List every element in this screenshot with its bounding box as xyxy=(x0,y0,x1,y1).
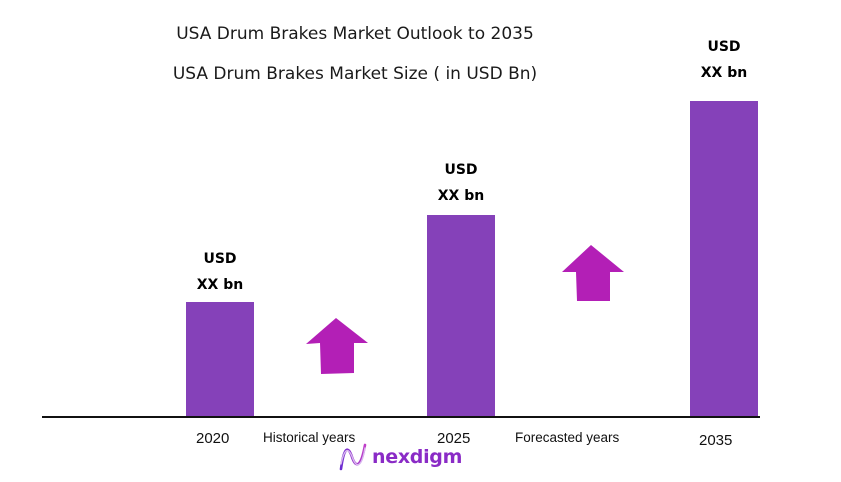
chart-title: USA Drum Brakes Market Outlook to 2035 xyxy=(176,24,534,44)
value-label-2025: USD XX bn xyxy=(437,162,485,204)
period-label-historical: Historical years xyxy=(263,430,356,445)
x-tick-2025: 2025 xyxy=(437,430,471,447)
x-tick-2035: 2035 xyxy=(699,432,733,449)
x-tick-2020: 2020 xyxy=(196,430,230,447)
value-label-2020: USD XX bn xyxy=(196,251,244,293)
bar-2025 xyxy=(427,215,495,417)
growth-arrow-up-icon xyxy=(562,245,624,301)
x-axis-line xyxy=(42,416,760,418)
growth-arrow-up-icon xyxy=(306,318,368,374)
value-label-2035: USD XX bn xyxy=(700,39,748,81)
period-label-forecast: Forecasted years xyxy=(515,430,620,445)
bar-2020 xyxy=(186,302,254,417)
bar-2035 xyxy=(690,101,758,417)
chart-subtitle: USA Drum Brakes Market Size ( in USD Bn) xyxy=(172,64,538,84)
brand-name: nexdigm xyxy=(372,446,463,468)
brand-logo: nexdigm xyxy=(338,442,462,472)
nexdigm-wave-icon xyxy=(339,443,367,471)
